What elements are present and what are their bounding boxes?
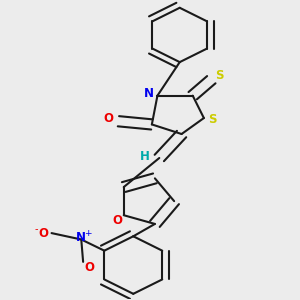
Text: +: + (84, 229, 92, 238)
Text: O: O (103, 112, 113, 125)
Text: O: O (85, 261, 95, 274)
Text: S: S (208, 113, 216, 126)
Text: O: O (112, 214, 122, 227)
Text: O: O (38, 226, 48, 240)
Text: N: N (144, 87, 154, 100)
Text: H: H (140, 150, 150, 163)
Text: -: - (34, 224, 38, 234)
Text: N: N (76, 231, 86, 244)
Text: S: S (215, 69, 224, 82)
